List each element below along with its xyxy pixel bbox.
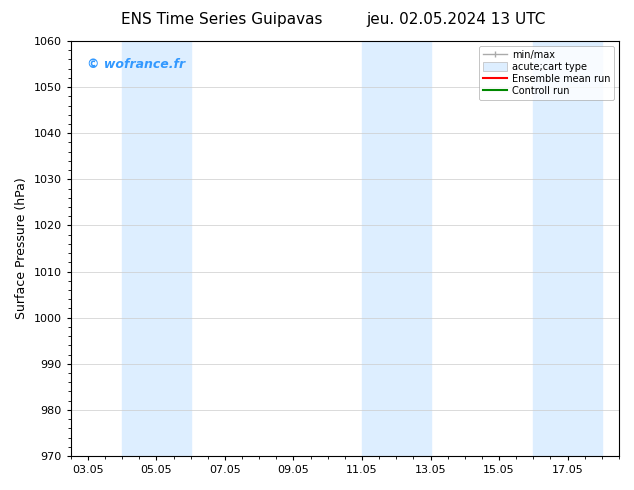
Bar: [362, 41, 430, 456]
Y-axis label: Surface Pressure (hPa): Surface Pressure (hPa): [15, 178, 28, 319]
Bar: [122, 41, 191, 456]
Bar: [533, 41, 602, 456]
Text: ENS Time Series Guipavas: ENS Time Series Guipavas: [121, 12, 323, 27]
Legend: min/max, acute;cart type, Ensemble mean run, Controll run: min/max, acute;cart type, Ensemble mean …: [479, 46, 614, 99]
Text: © wofrance.fr: © wofrance.fr: [87, 58, 185, 71]
Text: jeu. 02.05.2024 13 UTC: jeu. 02.05.2024 13 UTC: [367, 12, 546, 27]
